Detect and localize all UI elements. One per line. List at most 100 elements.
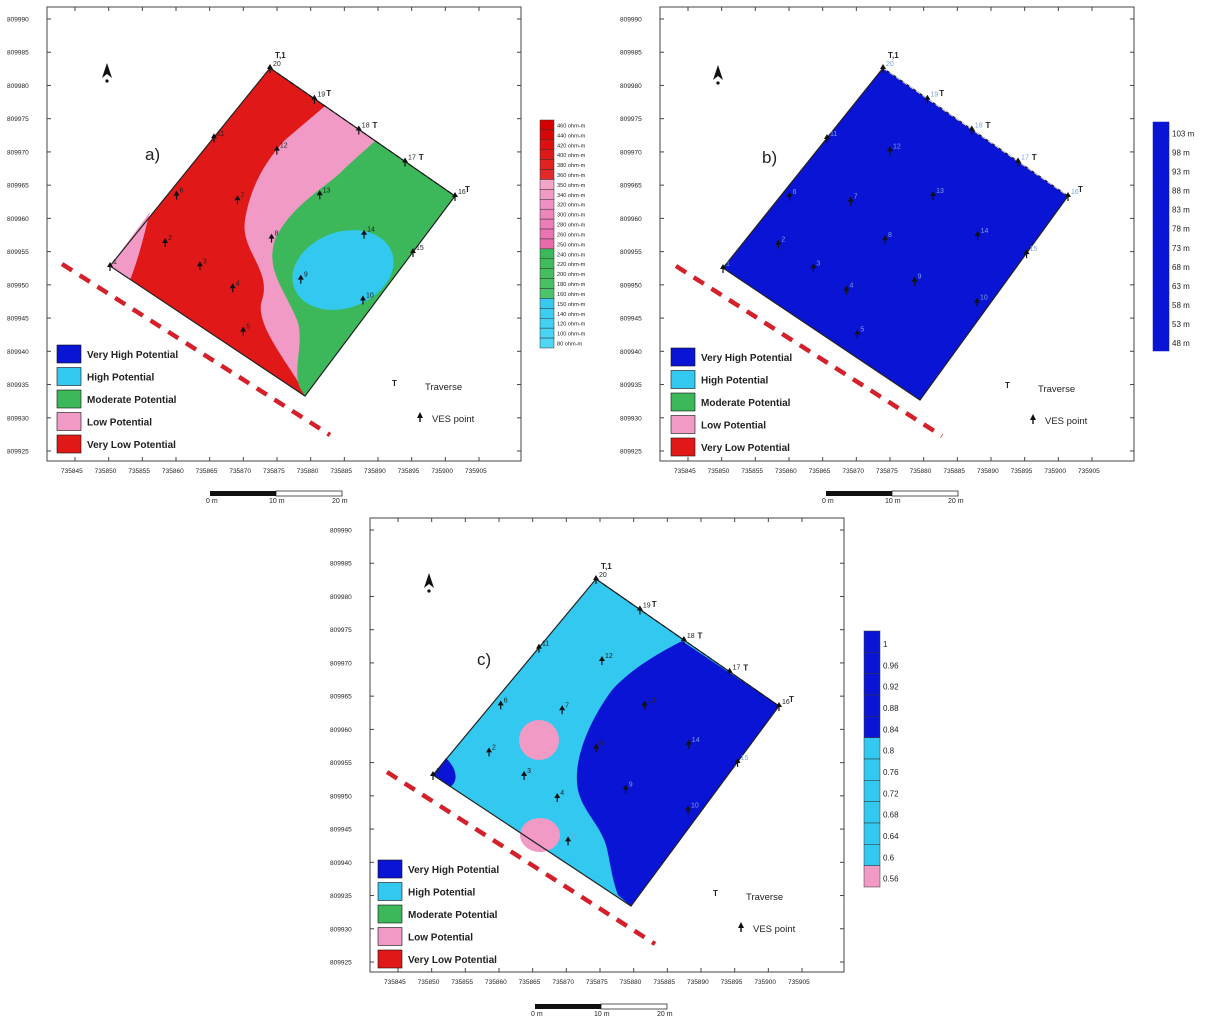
traverse-legend-label: Traverse [746, 892, 783, 903]
north-arrow-icon [427, 589, 431, 593]
colorbar-swatch [1152, 331, 1170, 352]
ves-point-label: 16 [458, 189, 466, 196]
legend-swatch [56, 434, 82, 454]
ves-point-icon [824, 134, 830, 139]
zone-very-high-potential [722, 67, 1069, 401]
ves-point-icon [173, 190, 180, 196]
colorbar-label: 80 ohm-m [557, 342, 583, 348]
colorbar-label: 0.96 [883, 661, 899, 670]
y-tick-label: 809955 [7, 249, 29, 256]
legend-swatch [377, 859, 403, 879]
ves-point-icon [887, 146, 893, 152]
ves-point-label: 2 [781, 237, 785, 244]
ves-legend-label: VES point [432, 414, 475, 425]
x-tick-label: 735875 [586, 979, 608, 986]
x-tick-label: 735860 [775, 468, 797, 475]
colorbar-swatch [1152, 159, 1170, 180]
scale-bar-segment [210, 491, 276, 496]
colorbar-label: 63 m [1172, 282, 1190, 291]
ves-point-label: 11 [542, 641, 549, 648]
scale-bar-label: 0 m [206, 498, 218, 505]
y-tick-label: 809945 [620, 316, 642, 323]
ves-point-icon [535, 643, 542, 649]
ves-point-label: 19 [643, 602, 651, 609]
colorbar-label: 120 ohm-m [557, 322, 586, 328]
ves-point-label: 14 [692, 737, 700, 744]
north-arrow-icon [105, 79, 109, 83]
study-area-outline [109, 67, 456, 397]
ves-point-icon [402, 157, 409, 163]
scale-bar-segment [600, 1003, 668, 1010]
colorbar-label: 58 m [1172, 301, 1190, 310]
colorbar-swatch [1152, 217, 1170, 237]
y-tick-label: 809930 [620, 415, 642, 422]
y-tick-label: 809970 [7, 149, 29, 156]
colorbar-swatch [863, 737, 881, 760]
y-tick-label: 809945 [7, 316, 29, 323]
legend-swatch [56, 344, 82, 364]
ves-point-label: 15 [741, 755, 749, 762]
x-tick-label: 735870 [842, 468, 864, 475]
colorbar-swatch [863, 652, 881, 674]
y-tick-label: 809975 [620, 116, 642, 123]
ves-point-label: 20 [273, 61, 281, 68]
ves-point-label: 2 [492, 744, 496, 751]
ves-point-icon [593, 743, 600, 749]
colorbar-label: 220 ohm-m [557, 262, 586, 268]
colorbar-swatch [539, 258, 555, 269]
ves-point-label: 4 [849, 283, 853, 290]
panel-label: a) [145, 145, 160, 164]
ves-point-icon [622, 784, 629, 790]
ves-point-label: 10 [691, 803, 699, 810]
colorbar-swatch [863, 716, 881, 738]
ves-point-label: 4 [560, 790, 564, 797]
scale-bar-label: 10 m [885, 498, 901, 505]
ves-point-label: 13 [323, 187, 331, 194]
traverse-tag: T [326, 89, 331, 98]
colorbar-label: 150 ohm-m [557, 302, 586, 308]
colorbar-swatch [539, 129, 555, 141]
colorbar-swatch [539, 298, 555, 309]
ves-point-icon [1015, 157, 1022, 163]
ves-point-label: 6 [180, 188, 184, 195]
colorbar-swatch [539, 238, 555, 250]
ves-point-label: 15 [1030, 246, 1038, 253]
traverse-tag: T [652, 600, 657, 609]
colorbar-label: 0.76 [883, 768, 899, 777]
ves-point-icon [1023, 249, 1030, 255]
legend-swatch [377, 882, 403, 901]
ves-point-icon [854, 329, 861, 335]
y-tick-label: 809925 [620, 449, 642, 456]
ves-point-icon [316, 190, 323, 196]
traverse-legend-label: Traverse [1038, 384, 1075, 395]
ves-point-label: 9 [304, 272, 308, 279]
colorbar-swatch [1152, 179, 1170, 199]
ves-point-label: 16 [782, 699, 790, 706]
traverse-baseline [882, 67, 1069, 197]
ves-point-icon [430, 771, 436, 776]
colorbar-swatch [863, 801, 881, 824]
legend-label: Very High Potential [87, 350, 178, 361]
colorbar-swatch [539, 318, 555, 329]
ves-point-icon [680, 635, 687, 641]
colorbar-swatch [1152, 140, 1170, 161]
scale-bar-label: 20 m [657, 1011, 673, 1018]
legend-label: Moderate Potential [87, 395, 177, 406]
ves-point-icon [359, 295, 366, 301]
ves-point-label: 3 [203, 258, 207, 265]
north-arrow-icon [102, 63, 112, 78]
legend-label: Moderate Potential [701, 398, 791, 409]
ves-point-label: 17 [1021, 154, 1029, 161]
colorbar-label: 280 ohm-m [557, 223, 586, 229]
x-tick-label: 735855 [128, 468, 150, 475]
x-tick-label: 735890 [977, 468, 999, 475]
x-tick-label: 735870 [229, 468, 251, 475]
legend-label: Moderate Potential [408, 910, 498, 921]
ves-point-icon [234, 195, 241, 201]
ves-point-label: 8 [599, 741, 603, 748]
north-arrow-icon [716, 81, 720, 85]
colorbar-label: 103 m [1172, 129, 1195, 138]
ves-point-icon [930, 191, 937, 197]
x-tick-label: 735900 [1044, 468, 1066, 475]
ves-point-label: 16 [1071, 189, 1079, 196]
